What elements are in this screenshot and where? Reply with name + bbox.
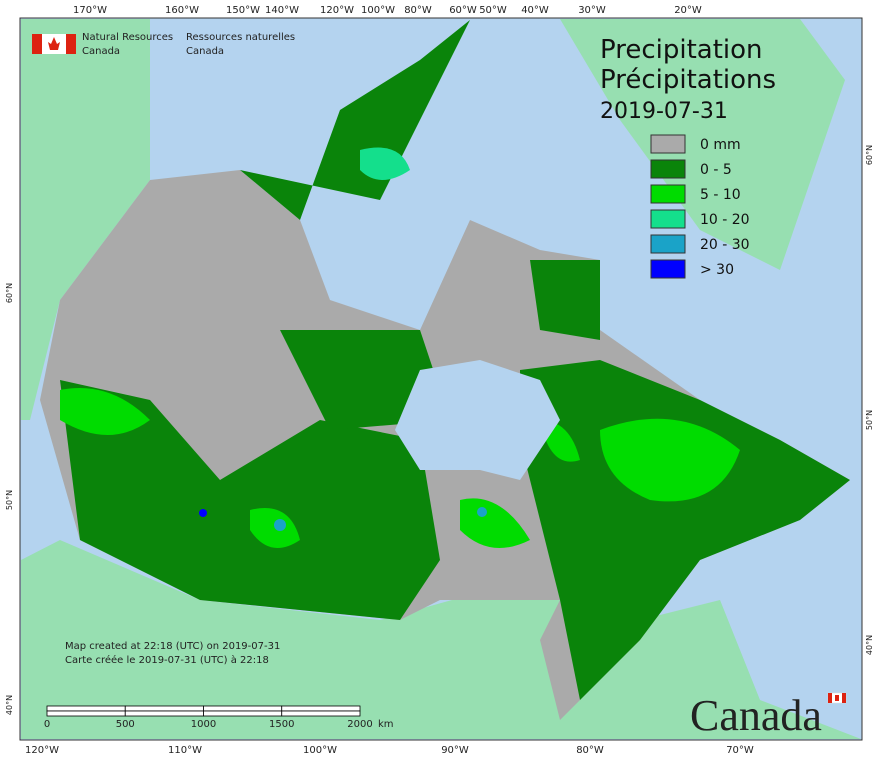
legend-label: 10 - 20 xyxy=(700,212,750,228)
legend-label: 0 mm xyxy=(700,137,741,153)
top-lon-label: 100°W xyxy=(361,5,395,16)
top-lon-label: 50°W xyxy=(479,5,507,16)
scale-bar: 0 500 1000 1500 2000 km xyxy=(44,705,394,730)
scale-segment xyxy=(281,705,361,712)
left-lat-label: 40°N xyxy=(5,695,14,715)
legend-swatch xyxy=(650,134,686,154)
scale-unit: km xyxy=(378,719,394,730)
scale-segment xyxy=(46,710,126,717)
scale-label: 1000 xyxy=(191,719,216,730)
top-lon-label: 40°W xyxy=(521,5,549,16)
wordmark-flag xyxy=(827,692,847,704)
legend-swatch xyxy=(650,234,686,254)
legend-label: > 30 xyxy=(700,262,734,278)
top-lon-label: 170°W xyxy=(73,5,107,16)
land xyxy=(21,19,861,739)
flag xyxy=(32,34,76,54)
top-lon-label: 120°W xyxy=(320,5,354,16)
legend-swatch xyxy=(650,209,686,229)
scale-segment xyxy=(203,710,283,717)
title-fr: Précipitations xyxy=(600,65,776,95)
scale-segment xyxy=(281,710,361,717)
agency-en: Natural Resources xyxy=(82,32,173,43)
date: 2019-07-31 xyxy=(600,99,728,124)
country-en: Canada xyxy=(82,46,120,57)
legend-swatch xyxy=(650,159,686,179)
legend-label: 5 - 10 xyxy=(700,187,741,203)
legend-label: 20 - 30 xyxy=(700,237,750,253)
left-lat-label: 60°N xyxy=(5,283,14,303)
top-lon-label: 30°W xyxy=(578,5,606,16)
bottom-lon-label: 70°W xyxy=(726,745,754,756)
top-lon-label: 60°W xyxy=(449,5,477,16)
left-lat-label: 50°N xyxy=(5,490,14,510)
scale-segment xyxy=(46,705,126,712)
legend-label: 0 - 5 xyxy=(700,162,732,178)
bottom-lon-label: 120°W xyxy=(25,745,59,756)
legend: 0 mm 0 - 5 5 - 10 10 - 20 20 - 30 > 30 xyxy=(650,134,750,279)
scale-label: 500 xyxy=(116,719,135,730)
right-lat-label: 50°N xyxy=(865,410,874,430)
bottom-lon-label: 80°W xyxy=(576,745,604,756)
credit-en: Map created at 22:18 (UTC) on 2019-07-31 xyxy=(65,641,280,652)
title-en: Precipitation xyxy=(600,35,763,65)
top-lon-label: 140°W xyxy=(265,5,299,16)
top-lon-label: 20°W xyxy=(674,5,702,16)
scale-label: 2000 xyxy=(347,719,372,730)
scale-segment xyxy=(124,705,204,712)
scale-label: 1500 xyxy=(269,719,294,730)
right-lat-label: 60°N xyxy=(865,145,874,165)
bottom-lon-label: 90°W xyxy=(441,745,469,756)
credit-fr: Carte créée le 2019-07-31 (UTC) à 22:18 xyxy=(65,654,269,666)
top-lon-label: 160°W xyxy=(165,5,199,16)
bottom-lon-label: 110°W xyxy=(168,745,202,756)
top-lon-label: 150°W xyxy=(226,5,260,16)
graticule: 170°W 160°W 150°W 140°W 120°W 100°W 80°W 60°W 50… xyxy=(5,5,874,756)
top-lon-label: 80°W xyxy=(404,5,432,16)
scale-segment xyxy=(203,705,283,712)
legend-swatch xyxy=(650,184,686,204)
country-fr: Canada xyxy=(186,46,224,57)
wordmark: Canada xyxy=(690,691,822,740)
scale-segment xyxy=(124,710,204,717)
agency-fr: Ressources naturelles xyxy=(186,32,295,43)
legend-swatch xyxy=(650,259,686,279)
right-lat-label: 40°N xyxy=(865,635,874,655)
bottom-lon-label: 100°W xyxy=(303,745,337,756)
scale-label: 0 xyxy=(44,719,50,730)
